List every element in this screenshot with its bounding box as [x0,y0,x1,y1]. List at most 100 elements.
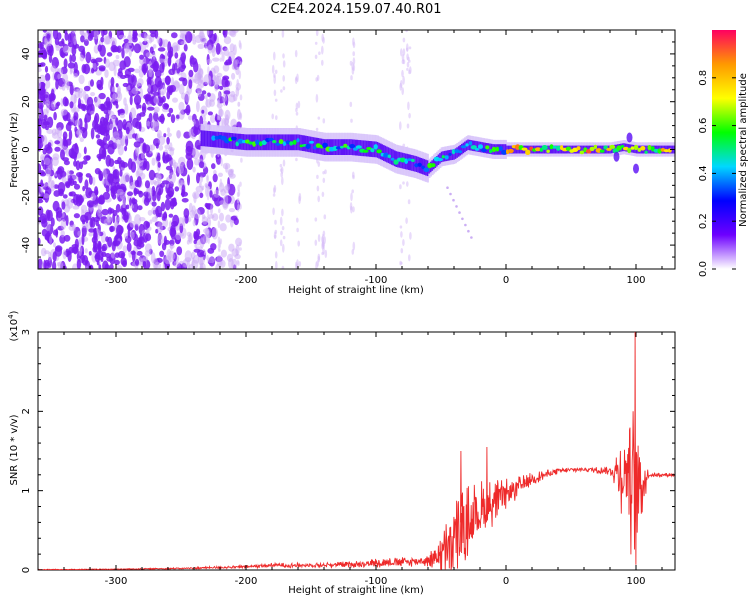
noise-blob [118,34,126,39]
streak-blob [239,203,242,210]
noise-blob [104,69,109,78]
noise-blob [48,93,56,101]
ridge-band [408,154,411,170]
ridge-core [272,140,277,144]
x-tick-label: -200 [235,275,258,286]
noise-blob [109,226,114,233]
noise-blob [148,112,153,123]
noise-blob [114,159,120,165]
noise-blob [44,73,51,82]
noise-blob [99,116,106,127]
noise-blob [73,183,81,190]
noise-blob [207,111,213,116]
noise-blob [149,219,153,224]
ridge-band [476,141,479,152]
noise-blob [112,213,116,224]
noise-blob [225,214,232,223]
noise-blob [61,201,66,210]
ridge-core [501,149,508,155]
streak-blob [317,234,321,243]
noise-blob [117,119,124,131]
noise-blob [181,198,189,203]
noise-blob [233,44,237,56]
noise-blob [102,30,108,36]
noise-blob [181,64,187,70]
noise-blob [150,252,156,264]
noise-blob [107,236,113,248]
noise-blob [192,39,197,45]
ridge-core [421,165,425,170]
ridge-core [414,163,419,168]
y-tick-label: -20 [21,189,32,205]
ridge-band [375,141,378,158]
streak-blob [282,159,286,167]
noise-blob [237,101,241,107]
streak-blob [236,197,240,204]
noise-blob [131,197,136,205]
ridge-band [490,143,493,155]
streak-blob [218,208,221,214]
noise-blob [222,162,231,170]
noise-blob [110,251,115,259]
noise-blob [105,112,110,122]
tail-dot [452,198,455,202]
noise-blob [68,129,73,141]
noise-blob [54,146,61,152]
streak-blob [239,61,242,66]
noise-blob [105,133,110,141]
ridge-band [393,150,397,167]
ridge-band [548,145,551,154]
ridge-core [376,149,382,154]
noise-blob [187,174,190,186]
noise-blob [156,36,161,44]
noise-blob [158,58,166,63]
streak-blob [281,208,284,217]
ridge-core [278,139,284,145]
ridge-band [390,148,393,165]
noise-blob [126,34,133,46]
noise-blob [51,156,59,167]
streak-blob [321,191,325,197]
ridge-band [233,133,236,150]
ridge-core [349,144,356,149]
streak-blob [316,174,319,179]
noise-blob [154,30,159,39]
noise-blob [120,257,127,266]
noise-blob [126,242,132,252]
noise-blob [163,235,167,247]
ridge-band [295,134,298,151]
ridge-core [441,155,445,159]
streak-blob [399,82,403,91]
streak-blob [206,175,209,184]
streak-blob [207,235,210,245]
streak-blob [399,121,402,131]
ridge-band [392,149,395,166]
ridge-band [234,133,237,150]
streak-blob [275,260,278,269]
ridge-band [646,145,649,154]
noise-blob [77,230,82,237]
noise-blob [67,250,72,262]
ridge-band [214,131,217,148]
streak-blob [402,181,405,185]
noise-blob [165,165,173,171]
ridge-core [630,146,635,150]
noise-blob [112,193,117,200]
noise-blob [188,79,193,89]
noise-blob [165,75,171,86]
noise-blob [207,92,211,97]
ridge-band [645,145,648,154]
noise-blob [99,44,106,57]
streak-blob [402,75,405,85]
ridge-core [593,144,598,149]
noise-blob [100,103,105,112]
noise-blob [114,91,123,102]
ridge-band [217,131,220,148]
ridge-band [203,130,206,147]
noise-blob [176,246,183,256]
streak-blob [273,51,276,61]
noise-blob [117,144,124,156]
noise-blob [90,127,95,140]
noise-blob [38,62,44,68]
